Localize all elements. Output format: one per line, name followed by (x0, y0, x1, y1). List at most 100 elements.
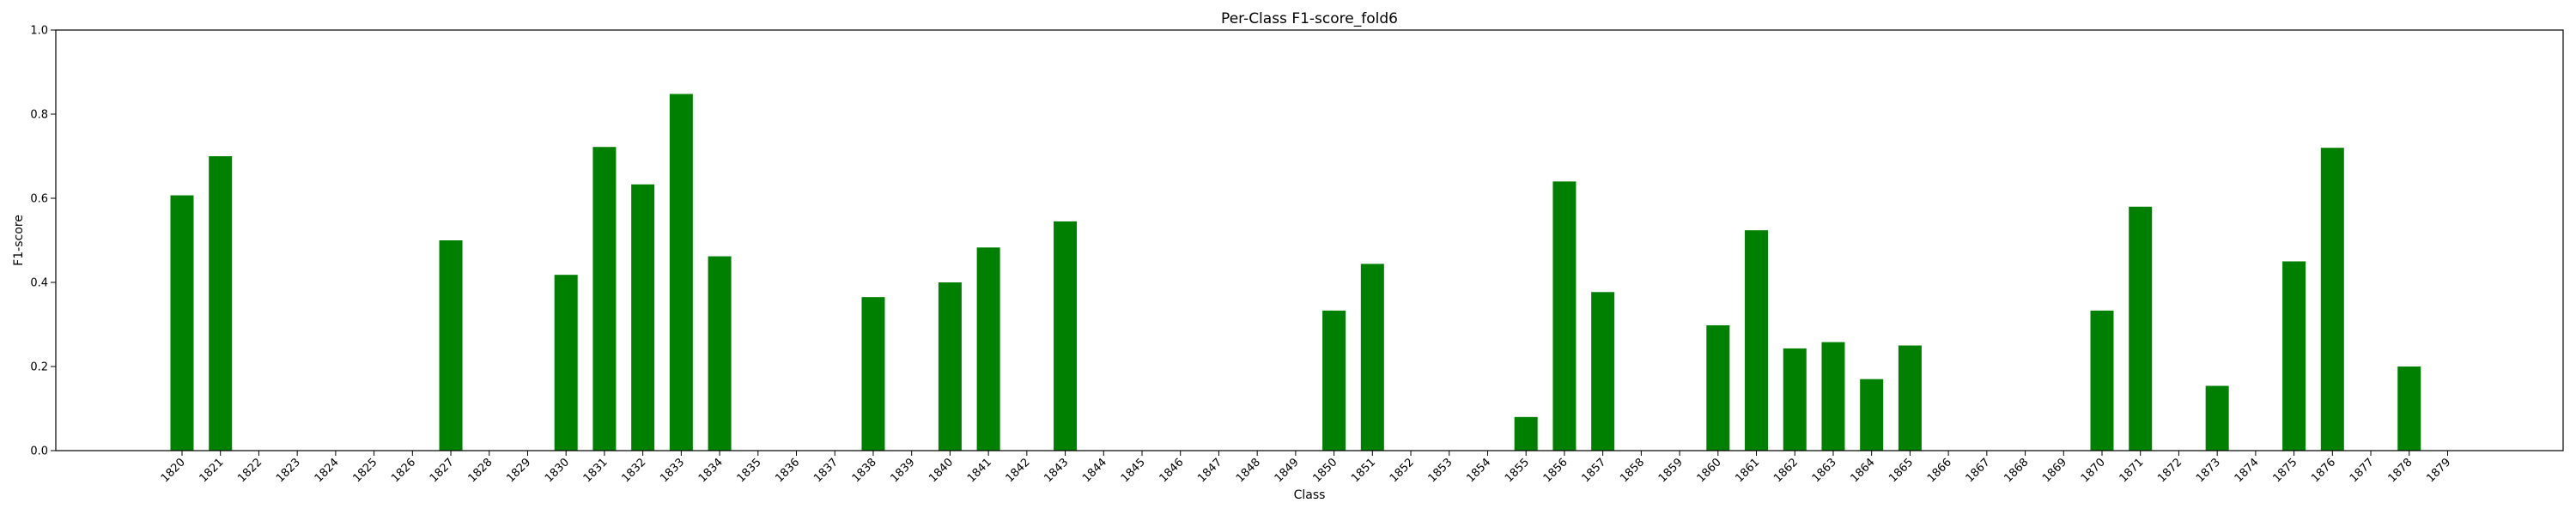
bar-1851 (1360, 264, 1384, 451)
x-tick-label-1834: 1834 (696, 456, 726, 485)
x-tick-label-1838: 1838 (850, 456, 879, 485)
x-tick-label-1877: 1877 (2348, 456, 2377, 485)
bar-1862 (1783, 348, 1807, 451)
x-tick-label-1878: 1878 (2386, 456, 2415, 485)
x-tick-label-1861: 1861 (1733, 456, 1762, 485)
bar-1873 (2205, 385, 2229, 451)
bar-1863 (1821, 342, 1845, 451)
x-tick-label-1844: 1844 (1080, 456, 1109, 485)
x-tick-label-1875: 1875 (2270, 456, 2300, 485)
bar-1840 (938, 282, 962, 451)
x-tick-label-1833: 1833 (658, 456, 687, 485)
x-tick-label-1826: 1826 (389, 456, 418, 485)
bar-1821 (209, 156, 233, 451)
x-tick-label-1820: 1820 (159, 456, 188, 485)
x-tick-label-1849: 1849 (1273, 456, 1302, 485)
bar-1838 (861, 297, 885, 451)
y-tick-label: 0.0 (30, 445, 48, 458)
x-tick-label-1867: 1867 (1964, 456, 1993, 485)
x-tick-label-1839: 1839 (889, 456, 918, 485)
x-tick-label-1823: 1823 (274, 456, 303, 485)
x-tick-label-1825: 1825 (350, 456, 380, 485)
bar-1832 (631, 184, 655, 451)
x-tick-label-1863: 1863 (1810, 456, 1839, 485)
x-tick-label-1852: 1852 (1388, 456, 1417, 485)
bar-1831 (592, 147, 617, 451)
x-tick-label-1868: 1868 (2002, 456, 2031, 485)
x-tick-label-1837: 1837 (811, 456, 841, 485)
x-tick-label-1840: 1840 (927, 456, 956, 485)
x-tick-label-1879: 1879 (2424, 456, 2453, 485)
x-tick-label-1841: 1841 (965, 456, 994, 485)
x-tick-label-1821: 1821 (197, 456, 227, 485)
x-tick-label-1853: 1853 (1426, 456, 1455, 485)
x-tick-label-1848: 1848 (1234, 456, 1263, 485)
bar-1875 (2282, 261, 2306, 451)
chart-title: Per-Class F1-score_fold6 (1221, 10, 1398, 27)
x-tick-label-1858: 1858 (1618, 456, 1647, 485)
x-tick-label-1869: 1869 (2040, 456, 2069, 485)
x-tick-label-1876: 1876 (2309, 456, 2338, 485)
bar-1865 (1898, 345, 1922, 451)
bar-1830 (554, 275, 578, 451)
x-tick-label-1860: 1860 (1695, 456, 1724, 485)
x-tick-label-1829: 1829 (504, 456, 533, 485)
x-tick-label-1859: 1859 (1656, 456, 1686, 485)
x-tick-label-1870: 1870 (2079, 456, 2108, 485)
x-tick-label-1835: 1835 (735, 456, 764, 485)
x-tick-label-1874: 1874 (2233, 456, 2262, 485)
bar-1850 (1322, 310, 1346, 451)
x-tick-label-1843: 1843 (1042, 456, 1071, 485)
x-tick-label-1872: 1872 (2155, 456, 2184, 485)
x-tick-label-1842: 1842 (1004, 456, 1033, 485)
y-axis-label: F1-score (12, 215, 26, 266)
x-tick-label-1862: 1862 (1771, 456, 1801, 485)
x-tick-label-1832: 1832 (619, 456, 648, 485)
y-tick-label: 0.2 (30, 361, 48, 374)
bars (170, 94, 2421, 451)
x-tick-label-1871: 1871 (2117, 456, 2147, 485)
x-tick-label-1827: 1827 (428, 456, 457, 485)
x-tick-label-1857: 1857 (1579, 456, 1608, 485)
bar-1841 (976, 247, 1000, 451)
x-tick-label-1847: 1847 (1195, 456, 1224, 485)
bar-1834 (708, 256, 732, 451)
y-tick-label: 0.4 (30, 277, 48, 290)
bar-1861 (1745, 230, 1769, 451)
x-tick-label-1845: 1845 (1119, 456, 1148, 485)
y-tick-label: 0.6 (30, 193, 48, 206)
x-tick-label-1830: 1830 (543, 456, 572, 485)
x-tick-label-1865: 1865 (1886, 456, 1916, 485)
x-tick-label-1846: 1846 (1157, 456, 1187, 485)
bar-1864 (1860, 379, 1884, 451)
x-tick-label-1824: 1824 (313, 456, 342, 485)
bar-1870 (2090, 310, 2114, 451)
x-tick-label-1836: 1836 (773, 456, 802, 485)
bar-1856 (1552, 181, 1577, 451)
x-tick-label-1828: 1828 (466, 456, 495, 485)
x-tick-label-1866: 1866 (1925, 456, 1954, 485)
bar-1871 (2129, 206, 2153, 451)
bar-1876 (2320, 148, 2344, 451)
x-tick-label-1822: 1822 (235, 456, 264, 485)
x-axis: 1820 1821 1822 1823 1824 1825 1826 1827 1828 1829… (159, 451, 2453, 485)
y-tick-label: 1.0 (30, 25, 48, 38)
x-tick-label-1864: 1864 (1849, 456, 1878, 485)
x-tick-label-1850: 1850 (1310, 456, 1340, 485)
x-tick-label-1851: 1851 (1349, 456, 1378, 485)
x-tick-label-1831: 1831 (581, 456, 611, 485)
x-tick-label-1873: 1873 (2194, 456, 2223, 485)
x-tick-label-1855: 1855 (1503, 456, 1532, 485)
x-tick-label-1856: 1856 (1541, 456, 1571, 485)
bar-1833 (669, 94, 693, 451)
bar-1855 (1514, 416, 1538, 451)
bar-1820 (170, 195, 194, 451)
bar-1878 (2397, 367, 2421, 451)
y-axis: 0.0 0.2 0.4 0.6 0.8 1.0 (30, 25, 56, 458)
y-tick-label: 0.8 (30, 109, 48, 122)
bar-1860 (1706, 324, 1730, 451)
bar-1827 (439, 240, 463, 451)
bar-1843 (1054, 221, 1078, 451)
x-tick-label-1854: 1854 (1464, 456, 1493, 485)
